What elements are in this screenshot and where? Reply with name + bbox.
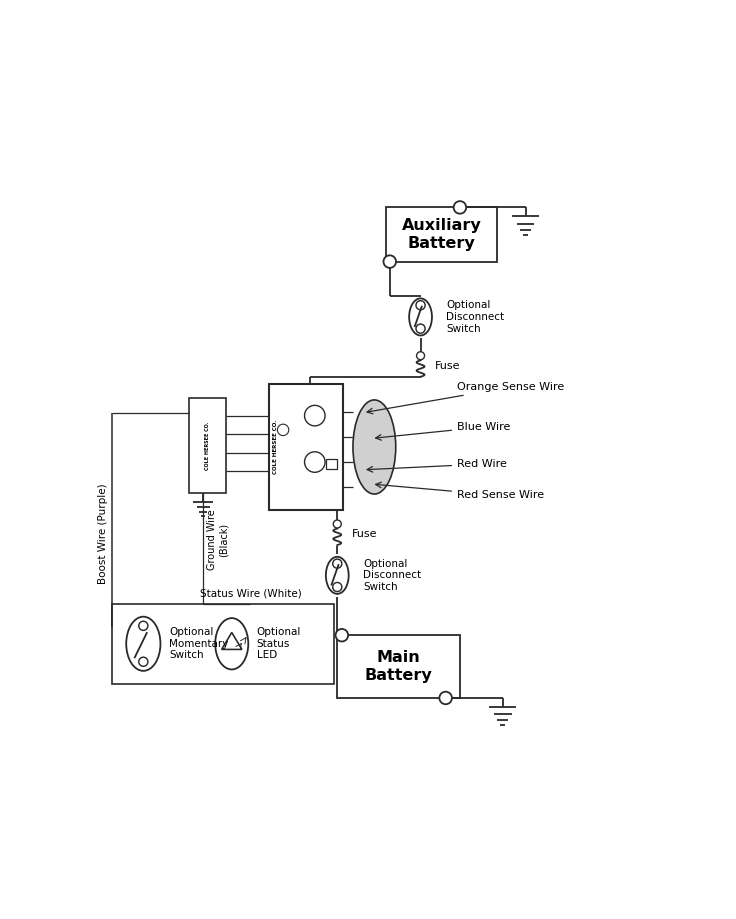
Ellipse shape	[353, 400, 396, 494]
Text: Red Wire: Red Wire	[367, 460, 507, 472]
Circle shape	[416, 301, 425, 310]
Text: Red Sense Wire: Red Sense Wire	[375, 482, 544, 501]
Bar	[112, 604, 334, 684]
Circle shape	[439, 692, 452, 704]
Bar	[189, 399, 226, 493]
Bar	[386, 208, 497, 262]
Text: Main
Battery: Main Battery	[365, 651, 433, 683]
Circle shape	[336, 629, 348, 641]
Circle shape	[417, 352, 425, 359]
Circle shape	[305, 405, 325, 425]
Circle shape	[139, 657, 148, 666]
Ellipse shape	[127, 617, 160, 671]
Text: Status Wire (White): Status Wire (White)	[200, 588, 302, 598]
Text: Optional
Disconnect
Switch: Optional Disconnect Switch	[446, 301, 504, 334]
Ellipse shape	[326, 557, 349, 594]
Ellipse shape	[215, 618, 248, 669]
Circle shape	[277, 425, 289, 436]
Text: COLE HERSEE CO.: COLE HERSEE CO.	[205, 421, 210, 470]
Ellipse shape	[409, 299, 432, 335]
Circle shape	[139, 621, 148, 630]
Text: Boost Wire (Purple): Boost Wire (Purple)	[98, 483, 108, 584]
Text: Fuse: Fuse	[352, 529, 377, 539]
Text: COLE HERSEE CO.: COLE HERSEE CO.	[273, 420, 278, 474]
Text: Fuse: Fuse	[435, 360, 460, 370]
Circle shape	[333, 559, 342, 568]
Circle shape	[453, 201, 466, 214]
Circle shape	[305, 452, 325, 472]
Text: Blue Wire: Blue Wire	[375, 422, 511, 440]
Text: Optional
Disconnect
Switch: Optional Disconnect Switch	[363, 559, 421, 592]
Text: Orange Sense Wire: Orange Sense Wire	[367, 382, 565, 414]
Polygon shape	[222, 632, 242, 650]
Circle shape	[333, 520, 342, 528]
Text: Optional
Status
LED: Optional Status LED	[257, 627, 301, 661]
Circle shape	[383, 255, 396, 267]
Bar	[269, 384, 343, 510]
Text: Auxiliary
Battery: Auxiliary Battery	[402, 219, 481, 251]
Bar	[327, 459, 336, 470]
Text: Optional
Momentary
Switch: Optional Momentary Switch	[169, 627, 228, 661]
Circle shape	[333, 583, 342, 592]
Text: Ground Wire
(Black): Ground Wire (Black)	[207, 510, 228, 571]
Circle shape	[416, 324, 425, 334]
Bar	[337, 635, 460, 698]
